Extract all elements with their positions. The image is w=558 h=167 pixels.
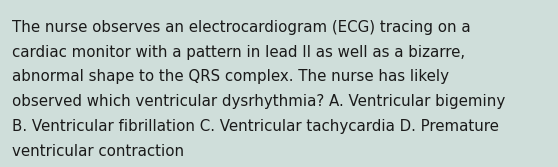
Text: abnormal shape to the QRS complex. The nurse has likely: abnormal shape to the QRS complex. The n… [12,69,449,85]
Text: cardiac monitor with a pattern in lead II as well as a bizarre,: cardiac monitor with a pattern in lead I… [12,45,465,60]
Text: B. Ventricular fibrillation C. Ventricular tachycardia D. Premature: B. Ventricular fibrillation C. Ventricul… [12,119,499,134]
Text: ventricular contraction: ventricular contraction [12,144,184,159]
Text: The nurse observes an electrocardiogram (ECG) tracing on a: The nurse observes an electrocardiogram … [12,20,471,35]
Text: observed which ventricular dysrhythmia? A. Ventricular bigeminy: observed which ventricular dysrhythmia? … [12,94,506,109]
